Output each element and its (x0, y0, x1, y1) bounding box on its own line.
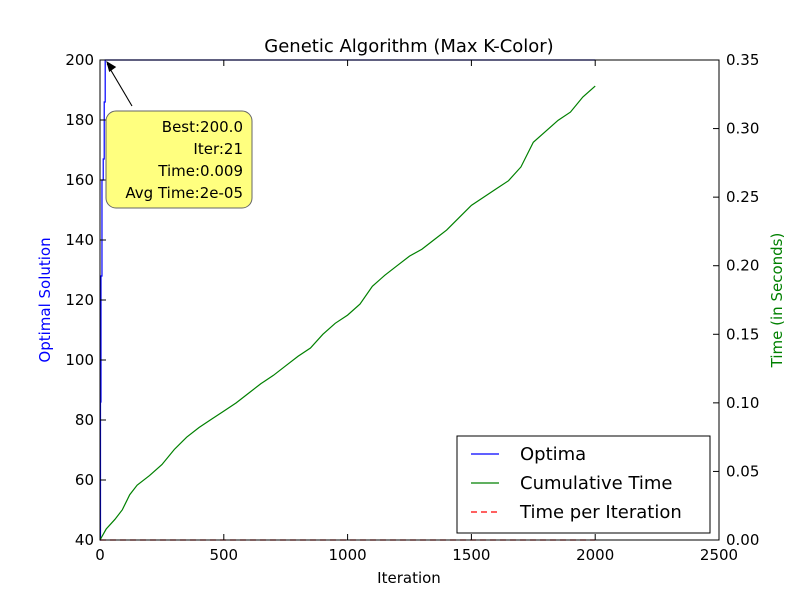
y-left-tick-label: 200 (65, 51, 94, 69)
legend-frame (456, 435, 711, 534)
y-right-tick-label: 0.05 (726, 462, 759, 480)
annotation-arrow-line (106, 63, 133, 107)
y-right-tick-label: 0.35 (726, 51, 759, 69)
annotation-box (105, 110, 253, 209)
y-left-tick-label: 60 (75, 471, 94, 489)
legend-label: Optima (520, 444, 586, 465)
legend: Optima Cumulative Time Time per Iteration (456, 435, 711, 534)
y-left-tick-label: 160 (65, 171, 94, 189)
x-tick-label: 500 (209, 546, 238, 564)
annotation-line: Iter:21 (193, 140, 243, 158)
annotation-line: Best:200.0 (162, 118, 243, 136)
y-axis-right-title: Time (in Seconds) (768, 233, 786, 369)
x-tick-label: 1000 (329, 546, 367, 564)
y-left-tick-label: 140 (65, 231, 94, 249)
x-tick-label: 1500 (452, 546, 490, 564)
y-left-tick-label: 100 (65, 351, 94, 369)
y-left-tick-label: 180 (65, 111, 94, 129)
legend-label: Cumulative Time (520, 473, 673, 494)
series-line-1 (99, 85, 596, 541)
y-left-tick-label: 80 (75, 411, 94, 429)
y-axis-left-title: Optimal Solution (36, 237, 54, 362)
legend-label: Time per Iteration (519, 502, 682, 523)
x-tick-label: 2500 (700, 546, 738, 564)
y-right-tick-label: 0.20 (726, 257, 759, 275)
x-axis-title: Iteration (377, 569, 441, 587)
x-tick-label: 2000 (576, 546, 614, 564)
y-right-tick-label: 0.15 (726, 325, 759, 343)
annotation-line: Avg Time:2e-05 (125, 184, 243, 202)
y-left-tick-label: 40 (75, 531, 94, 549)
chart-title: Genetic Algorithm (Max K-Color) (264, 36, 553, 57)
annotation-line: Time:0.009 (157, 162, 243, 180)
y-right-tick-label: 0.00 (726, 531, 759, 549)
y-right-tick-label: 0.30 (726, 120, 759, 138)
axes: 0 500 1000 1500 2000 2500 40 60 80 100 120 140 160 18… (65, 51, 759, 564)
annotation: Best:200.0 Iter:21 Time:0.009 Avg Time:2e-0… (105, 61, 253, 209)
annotation-arrow-head (106, 61, 117, 72)
y-right-tick-label: 0.10 (726, 394, 759, 412)
x-tick-label: 0 (95, 546, 105, 564)
y-right-tick-label: 0.25 (726, 188, 759, 206)
y-left-tick-label: 120 (65, 291, 94, 309)
